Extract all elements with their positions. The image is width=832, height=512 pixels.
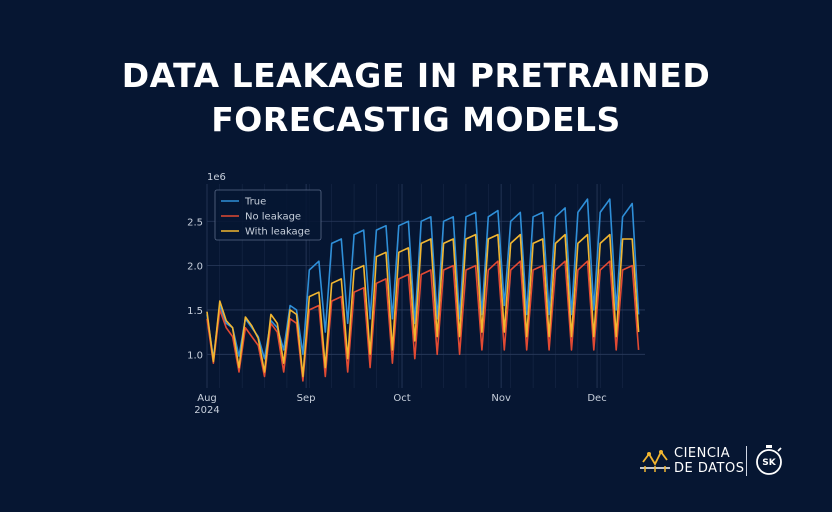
- title-line-1: DATA LEAKAGE IN PRETRAINED: [121, 56, 711, 95]
- legend-label: True: [244, 197, 266, 208]
- brand-line-2: DE DATOS: [674, 461, 745, 476]
- y-tick-label: 1.5: [187, 306, 203, 317]
- legend-label: With leakage: [245, 227, 310, 238]
- x-tick-label: Sep: [297, 393, 316, 404]
- x-tick-label: Aug: [197, 393, 217, 404]
- y-tick-label: 2.0: [187, 262, 203, 273]
- brand-logo: CIENCIA DE DATOS SK: [640, 444, 800, 484]
- page-title: DATA LEAKAGE IN PRETRAINED FORECASTIG MO…: [0, 54, 832, 142]
- series-line-no-leakage: [206, 260, 640, 382]
- x-tick-label: Dec: [587, 393, 606, 404]
- x-tick-sublabel: 2024: [194, 405, 219, 416]
- series-line-with-leakage: [206, 233, 640, 378]
- brand-line-1: CIENCIA: [674, 446, 731, 461]
- legend-box: [214, 189, 322, 241]
- brand-badge: SK: [762, 458, 776, 468]
- x-tick-label: Nov: [491, 393, 511, 404]
- brand-divider: [746, 446, 747, 476]
- title-line-2: FORECASTIG MODELS: [211, 100, 621, 139]
- x-tick-label: Oct: [393, 393, 410, 404]
- y-tick-label: 2.5: [187, 217, 203, 228]
- legend-label: No leakage: [245, 212, 301, 223]
- brand-name: CIENCIA DE DATOS: [674, 446, 744, 476]
- y-tick-label: 1.0: [187, 350, 203, 361]
- timeseries-logo-icon: [640, 450, 670, 472]
- stopwatch-icon: SK: [756, 445, 782, 475]
- y-offset-label: 1e6: [207, 172, 226, 183]
